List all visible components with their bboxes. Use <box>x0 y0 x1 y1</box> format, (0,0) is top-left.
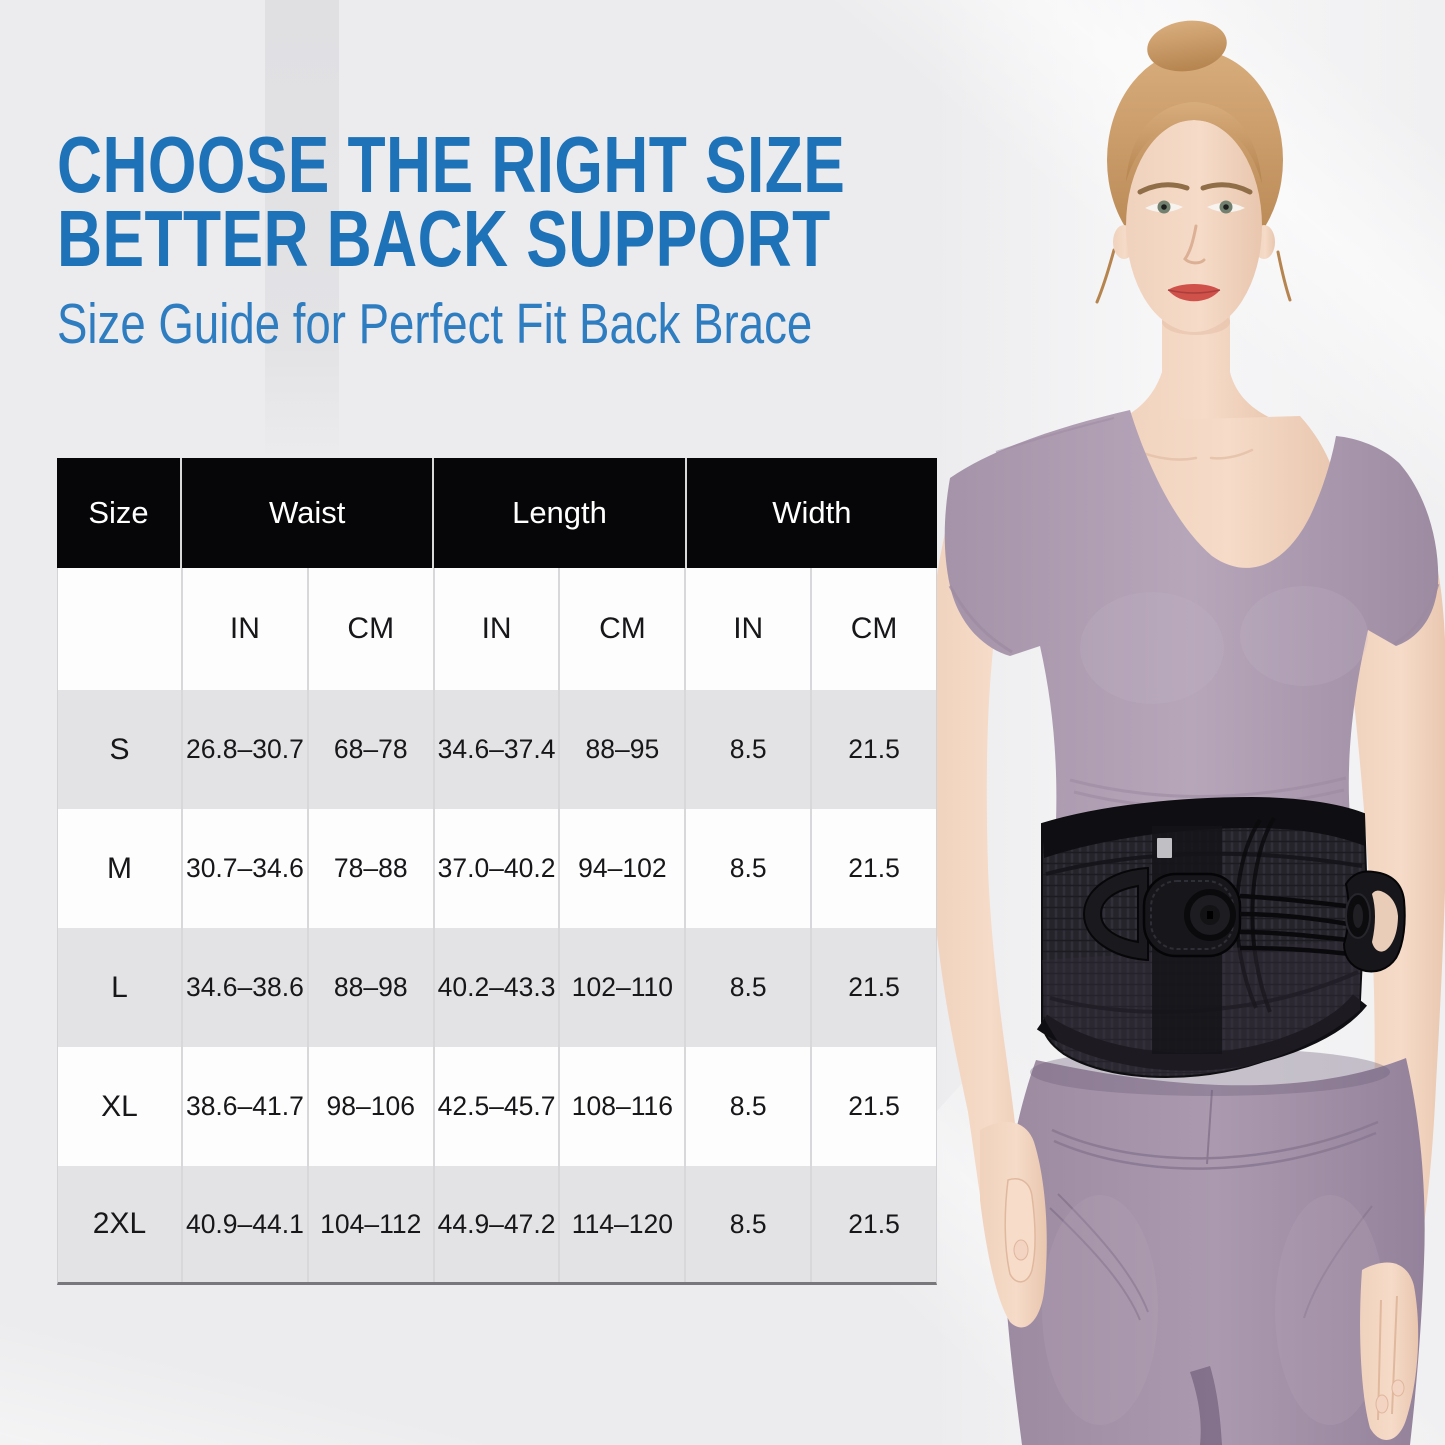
back-brace <box>1030 796 1406 1096</box>
model-leggings <box>1004 1058 1425 1445</box>
table-cell: 34.6–37.4 <box>432 690 559 809</box>
brace-left-handle <box>1082 866 1149 962</box>
table-units-row: IN CM IN CM IN CM <box>57 568 937 690</box>
table-cell: 21.5 <box>810 1047 936 1166</box>
table-cell: 40.2–43.3 <box>432 928 559 1047</box>
table-header-row: Size Waist Length Width <box>57 458 937 568</box>
fingernail <box>1013 1239 1029 1261</box>
headline: CHOOSE THE RIGHT SIZE BETTER BACK SUPPOR… <box>57 120 1068 356</box>
size-chart-table: Size Waist Length Width IN CM IN CM IN C… <box>57 458 937 1285</box>
units-cell: CM <box>306 568 433 690</box>
column-header-waist: Waist <box>180 458 432 568</box>
table-row-m: M 30.7–34.6 78–88 37.0–40.2 94–102 8.5 2… <box>57 809 937 928</box>
size-label: M <box>107 851 132 885</box>
brace-cords <box>1239 893 1351 957</box>
units-cell-empty <box>58 568 181 690</box>
units-cell: CM <box>810 568 936 690</box>
table-cell: 8.5 <box>684 809 810 928</box>
size-label: S <box>109 732 130 766</box>
table-cell: 21.5 <box>810 690 936 809</box>
column-header-width: Width <box>684 458 937 568</box>
size-label: L <box>111 970 128 1004</box>
table-cell: 34.6–38.6 <box>181 928 307 1047</box>
table-cell: 8.5 <box>684 1166 810 1282</box>
model-top <box>944 410 1440 839</box>
table-row-2xl: 2XL 40.9–44.1 104–112 44.9–47.2 114–120 … <box>57 1166 937 1285</box>
units-cell: IN <box>181 568 307 690</box>
table-cell: 8.5 <box>684 928 810 1047</box>
table-cell: 42.5–45.7 <box>432 1047 559 1166</box>
table-cell: 8.5 <box>684 690 810 809</box>
table-cell: 37.0–40.2 <box>432 809 559 928</box>
nose <box>1183 224 1206 265</box>
page-title-line1: CHOOSE THE RIGHT SIZE <box>57 120 846 209</box>
brace-bottom-band <box>1036 994 1368 1071</box>
size-label: XL <box>101 1089 138 1123</box>
table-cell: 88–98 <box>306 928 433 1047</box>
table-cell: 104–112 <box>306 1166 433 1282</box>
table-cell: 68–78 <box>306 690 433 809</box>
brace-handle-hole <box>1372 890 1398 952</box>
units-cell: IN <box>684 568 810 690</box>
background-vertical-band <box>265 0 339 462</box>
model-left-arm <box>929 486 1042 1312</box>
table-cell: 94–102 <box>558 809 684 928</box>
eyebrow <box>1200 182 1253 195</box>
table-cell: 21.5 <box>810 1166 936 1282</box>
fingernail <box>1391 1379 1405 1397</box>
hairline <box>1126 102 1262 184</box>
table-cell: 21.5 <box>810 809 936 928</box>
page-title-line2: BETTER BACK SUPPORT <box>57 194 831 283</box>
column-header-length: Length <box>432 458 684 568</box>
brace-tag <box>1157 838 1172 858</box>
table-cell: 108–116 <box>558 1047 684 1166</box>
table-cell: 88–95 <box>558 690 684 809</box>
column-header-size: Size <box>88 495 149 530</box>
model-wearing-back-brace-photo <box>929 20 1445 1445</box>
background-light-streak <box>0 1260 751 1445</box>
table-cell: 40.9–44.1 <box>181 1166 307 1282</box>
table-cell: 102–110 <box>558 928 684 1047</box>
model-right-hand <box>1360 1262 1419 1440</box>
table-cell: 26.8–30.7 <box>181 690 307 809</box>
table-cell: 38.6–41.7 <box>181 1047 307 1166</box>
model-face <box>1113 102 1275 332</box>
table-cell: 78–88 <box>306 809 433 928</box>
fingernail <box>1375 1394 1389 1414</box>
eyebrow <box>1137 182 1190 195</box>
table-cell: 98–106 <box>306 1047 433 1166</box>
table-row-l: L 34.6–38.6 88–98 40.2–43.3 102–110 8.5 … <box>57 928 937 1047</box>
table-cell: 114–120 <box>558 1166 684 1282</box>
pocket-seam <box>1049 1193 1149 1321</box>
page-subtitle: Size Guide for Perfect Fit Back Brace <box>57 292 813 356</box>
table-cell: 30.7–34.6 <box>181 809 307 928</box>
table-cell: 8.5 <box>684 1047 810 1166</box>
table-row-s: S 26.8–30.7 68–78 34.6–37.4 88–95 8.5 21… <box>57 690 937 809</box>
units-cell: CM <box>558 568 684 690</box>
units-cell: IN <box>432 568 559 690</box>
table-cell: 44.9–47.2 <box>432 1166 559 1282</box>
model-left-hand <box>980 1121 1047 1328</box>
table-cell: 21.5 <box>810 928 936 1047</box>
size-label: 2XL <box>92 1207 147 1240</box>
table-row-xl: XL 38.6–41.7 98–106 42.5–45.7 108–116 8.… <box>57 1047 937 1166</box>
